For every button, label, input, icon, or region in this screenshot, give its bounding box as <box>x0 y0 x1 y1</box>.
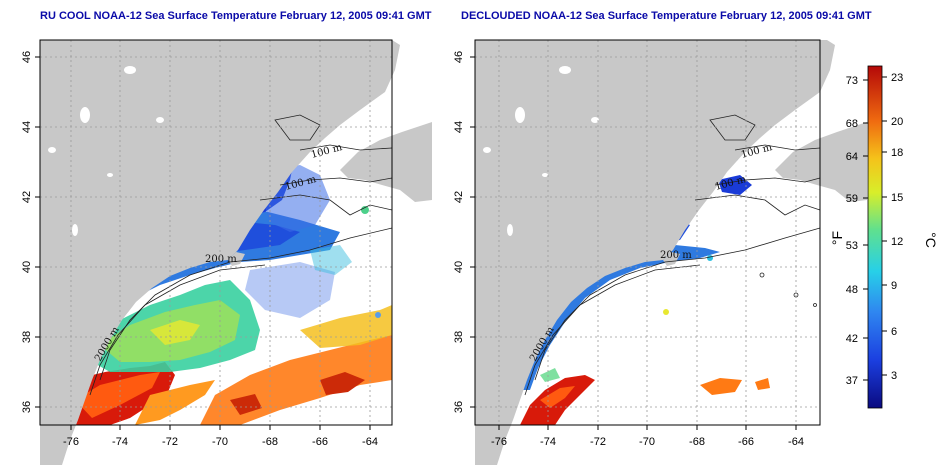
fahrenheit-ticks: 73 68 64 59 53 48 42 37 <box>846 75 858 387</box>
x-tick-label: -72 <box>590 436 606 448</box>
celsius-label: °C <box>923 232 939 248</box>
c-tick-label: 23 <box>891 72 903 84</box>
y-tick-label: 40 <box>453 261 465 273</box>
fahrenheit-label: °F <box>829 231 845 245</box>
y-tick-label: 44 <box>21 121 33 133</box>
colorbar-gradient <box>867 65 883 409</box>
left-x-tick-labels: -76 -74 -72 -70 -68 -66 -64 <box>63 436 378 448</box>
y-tick-label: 46 <box>21 51 33 63</box>
x-tick-label: -68 <box>689 436 705 448</box>
y-tick-label: 36 <box>21 401 33 413</box>
c-tick-label: 6 <box>891 326 897 338</box>
y-tick-label: 38 <box>453 331 465 343</box>
right-map: 100 m 100 m 200 m 2000 m -76 -74 -72 -70 <box>453 39 867 465</box>
c-tick-label: 15 <box>891 192 903 204</box>
right-lakes <box>483 66 599 236</box>
contour-label: 200 m <box>660 250 692 261</box>
celsius-ticks: 23 20 18 15 12 9 6 3 <box>891 72 903 382</box>
c-tick-label: 3 <box>891 370 897 382</box>
left-grid <box>40 40 392 425</box>
left-map-frame <box>39 39 393 426</box>
y-tick-label: 42 <box>21 191 33 203</box>
y-tick-label: 40 <box>21 261 33 273</box>
right-grid <box>475 40 820 425</box>
right-y-tick-labels: 36 38 40 42 44 46 <box>453 51 465 413</box>
f-tick-label: 48 <box>846 284 858 296</box>
c-tick-label: 20 <box>891 116 903 128</box>
x-tick-label: -64 <box>788 436 804 448</box>
y-tick-label: 42 <box>453 191 465 203</box>
x-tick-label: -70 <box>639 436 655 448</box>
right-y-ticks <box>470 56 475 408</box>
f-tick-label: 59 <box>846 193 858 205</box>
x-tick-label: -74 <box>540 436 556 448</box>
y-tick-label: 46 <box>453 51 465 63</box>
f-tick-label: 53 <box>846 240 858 252</box>
y-tick-label: 38 <box>21 331 33 343</box>
colorbar-ticks <box>863 76 887 381</box>
right-map-title: DECLOUDED NOAA-12 Sea Surface Temperatur… <box>461 10 872 22</box>
x-tick-label: -76 <box>63 436 79 448</box>
right-x-ticks <box>498 425 797 430</box>
x-tick-label: -76 <box>491 436 507 448</box>
f-tick-label: 37 <box>846 375 858 387</box>
left-y-tick-labels: 36 38 40 42 44 46 <box>21 51 33 413</box>
left-lakes <box>48 66 164 236</box>
left-x-ticks <box>70 425 371 430</box>
colorbar: 73 68 64 59 53 48 42 37 23 20 18 15 12 9 <box>829 65 939 409</box>
c-tick-label: 9 <box>891 280 897 292</box>
f-tick-label: 68 <box>846 118 858 130</box>
x-tick-label: -70 <box>212 436 228 448</box>
x-tick-label: -66 <box>312 436 328 448</box>
contour-label: 200 m <box>205 254 237 265</box>
left-y-ticks <box>35 56 40 408</box>
left-map-title: RU COOL NOAA-12 Sea Surface Temperature … <box>40 10 432 22</box>
c-tick-label: 12 <box>891 236 903 248</box>
f-tick-label: 64 <box>846 151 858 163</box>
x-tick-label: -68 <box>262 436 278 448</box>
right-x-tick-labels: -76 -74 -72 -70 -68 -66 -64 <box>491 436 804 448</box>
x-tick-label: -72 <box>162 436 178 448</box>
c-tick-label: 18 <box>891 147 903 159</box>
right-contours <box>524 114 821 396</box>
x-tick-label: -74 <box>112 436 128 448</box>
x-tick-label: -64 <box>362 436 378 448</box>
y-tick-label: 36 <box>453 401 465 413</box>
left-map: 100 m 100 m 200 m 2000 m -76 -74 -72 <box>21 39 432 465</box>
y-tick-label: 44 <box>453 121 465 133</box>
f-tick-label: 73 <box>846 75 858 87</box>
f-tick-label: 42 <box>846 333 858 345</box>
x-tick-label: -66 <box>738 436 754 448</box>
